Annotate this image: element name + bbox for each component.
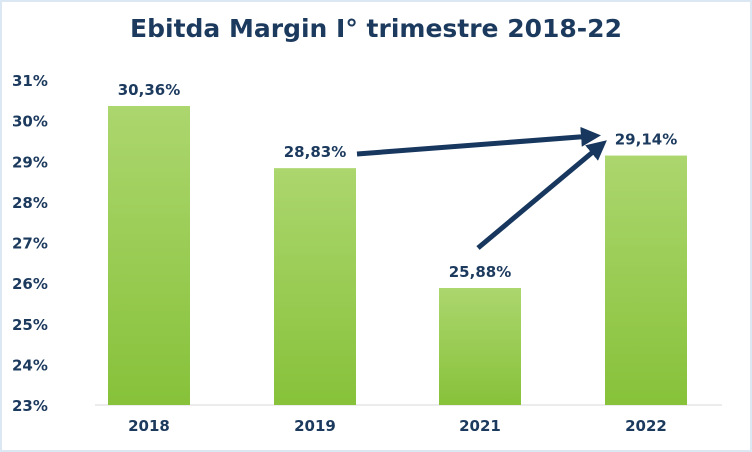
y-tick-label: 23% — [12, 397, 48, 415]
chart-title: Ebitda Margin I° trimestre 2018-22 — [130, 14, 622, 43]
x-tick-label: 2022 — [625, 417, 667, 435]
x-tick-label: 2018 — [128, 417, 170, 435]
data-label: 30,36% — [118, 81, 180, 99]
data-label: 28,83% — [284, 143, 346, 161]
arrow-2021-to-2022 — [476, 140, 607, 250]
y-tick-label: 30% — [12, 113, 48, 131]
y-tick-label: 27% — [12, 235, 48, 253]
y-tick-label: 26% — [12, 275, 48, 293]
y-tick-label: 25% — [12, 316, 48, 334]
y-tick-label: 31% — [12, 72, 48, 90]
y-tick-label: 28% — [12, 194, 48, 212]
bar-2022 — [605, 155, 687, 405]
y-tick-label: 24% — [12, 356, 48, 374]
x-tick-label: 2021 — [459, 417, 501, 435]
arrow-2019-to-2022 — [356, 126, 601, 157]
data-label: 29,14% — [615, 131, 677, 149]
data-label: 25,88% — [449, 263, 511, 281]
bar-2019 — [274, 168, 356, 405]
bar-2021 — [439, 288, 521, 405]
y-tick-label: 29% — [12, 153, 48, 171]
x-tick-label: 2019 — [294, 417, 336, 435]
bar-2018 — [108, 106, 190, 405]
